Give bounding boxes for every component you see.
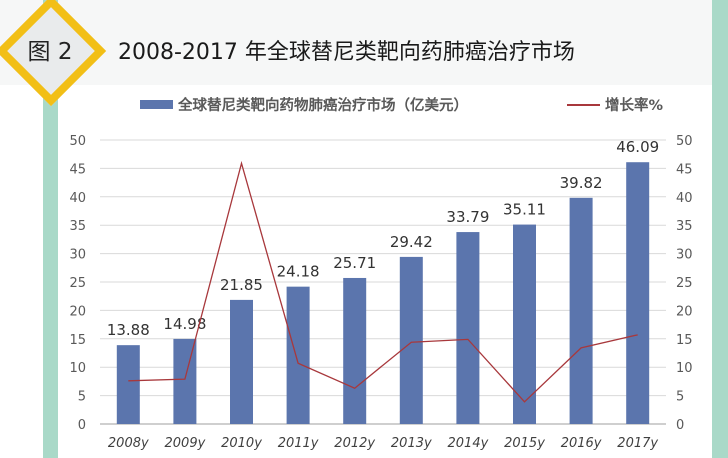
x-tick-label: 2013y: [391, 436, 432, 451]
header-band: [0, 0, 712, 85]
y-left-tick: 25: [69, 276, 86, 291]
legend-bar-swatch: [140, 100, 173, 109]
figure-label: 图 2: [27, 39, 73, 65]
y-left-tick: 20: [69, 304, 86, 319]
bar: [456, 232, 480, 424]
x-tick-label: 2011y: [278, 436, 319, 451]
legend-line-label: 增长率%: [605, 96, 663, 114]
left-decor-strip: [43, 0, 58, 458]
bar-data-label: 46.09: [616, 138, 659, 156]
bar-data-label: 29.42: [390, 233, 433, 251]
bar-data-label: 21.85: [220, 276, 263, 294]
y-axis-right-ticks: 0 5 10 15 20 25 30 35 40 45 50: [676, 134, 693, 433]
y-right-tick: 40: [676, 191, 693, 206]
y-right-tick: 45: [676, 162, 693, 177]
bar: [230, 299, 253, 424]
bar-data-label: 25.71: [333, 254, 376, 272]
y-left-tick: 5: [78, 390, 86, 405]
bar-data-label: 35.11: [503, 201, 546, 219]
y-right-tick: 30: [676, 248, 693, 263]
x-tick-label: 2008y: [108, 436, 149, 451]
x-tick-label: 2015y: [504, 436, 545, 451]
legend-bar-label: 全球替尼类靶向药物肺癌治疗市场（亿美元）: [177, 96, 468, 114]
bar-data-label: 14.98: [163, 315, 206, 333]
y-right-tick: 35: [676, 219, 693, 234]
right-decor-strip: [712, 0, 728, 458]
x-tick-label: 2009y: [165, 436, 206, 451]
bar-series: [116, 162, 650, 424]
bar-data-label: 33.79: [446, 208, 489, 226]
y-left-tick: 45: [69, 162, 86, 177]
bar-data-label: 24.18: [277, 263, 320, 281]
y-right-tick: 0: [676, 418, 684, 433]
y-left-tick: 35: [69, 219, 86, 234]
y-left-tick: 10: [69, 361, 86, 376]
legend: 全球替尼类靶向药物肺癌治疗市场（亿美元） 增长率%: [140, 96, 663, 114]
bar: [343, 277, 367, 424]
y-left-tick: 0: [78, 418, 86, 433]
x-tick-label: 2012y: [334, 436, 375, 451]
y-left-tick: 50: [69, 134, 86, 149]
y-right-tick: 10: [676, 361, 693, 376]
y-left-tick: 30: [69, 248, 86, 263]
y-right-tick: 50: [676, 134, 693, 149]
bar: [626, 162, 650, 424]
bar: [569, 197, 593, 424]
y-left-tick: 15: [69, 333, 86, 348]
x-tick-label: 2017y: [617, 436, 658, 451]
bar: [399, 256, 423, 424]
bar-data-label: 39.82: [560, 174, 603, 192]
bar: [286, 286, 310, 424]
y-right-tick: 20: [676, 304, 693, 319]
bar: [173, 338, 197, 424]
x-tick-label: 2010y: [221, 436, 262, 451]
bar-data-labels: 13.88 14.98 21.85 24.18 25.71 29.42 33.79 35.11…: [107, 138, 659, 339]
growth-line: [128, 160, 638, 403]
y-left-tick: 40: [69, 191, 86, 206]
y-right-tick: 25: [676, 276, 693, 291]
chart-title: 2008-2017 年全球替尼类靶向药肺癌治疗市场: [118, 40, 575, 65]
y-right-tick: 5: [676, 390, 684, 405]
y-right-tick: 15: [676, 333, 693, 348]
bar-data-label: 13.88: [107, 321, 150, 339]
bar: [116, 345, 140, 424]
x-axis-ticks: 2008y 2009y 2010y 2011y 2012y 2013y 2014y 2015y…: [108, 436, 658, 451]
x-tick-label: 2014y: [448, 436, 489, 451]
y-axis-left-ticks: 0 5 10 15 20 25 30 35 40 45 50: [69, 134, 86, 433]
bar: [513, 224, 536, 424]
x-tick-label: 2016y: [561, 436, 602, 451]
